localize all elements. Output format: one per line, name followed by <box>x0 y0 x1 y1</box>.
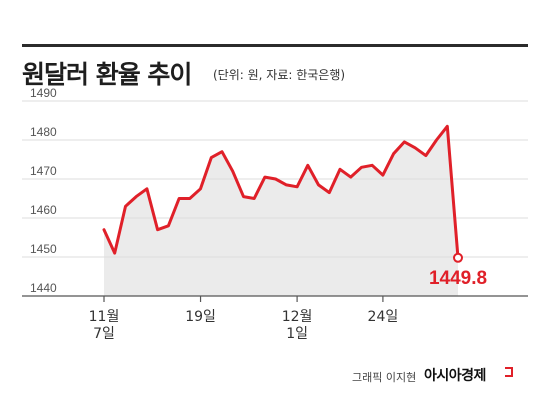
x-tick-label: 24일 <box>368 309 399 325</box>
y-tick-label: 1490 <box>30 86 57 100</box>
chart-subtitle: (단위: 원, 자료: 한국은행) <box>213 68 346 82</box>
title-rule <box>22 44 528 47</box>
y-tick-label: 1480 <box>30 125 57 139</box>
x-tick-label: 19일 <box>185 309 216 325</box>
x-tick-label: 12월 1일 <box>282 309 313 342</box>
end-value-label: 1449.8 <box>429 268 487 289</box>
series-line <box>102 124 460 260</box>
y-tick-label: 1460 <box>30 203 57 217</box>
chart-title: 원달러 환율 추이 <box>22 60 192 89</box>
brand-logo: 아시아경제 <box>424 368 486 384</box>
x-tick-label: 11월 7일 <box>89 309 120 342</box>
y-tick-label: 1450 <box>30 242 57 256</box>
brand-mark-icon <box>505 367 513 377</box>
y-tick-label: 1470 <box>30 164 57 178</box>
y-tick-label: 1440 <box>30 281 57 295</box>
area-fill <box>104 126 458 296</box>
graphic-credit: 그래픽 이지현 <box>352 371 417 384</box>
end-point-marker <box>453 252 463 263</box>
